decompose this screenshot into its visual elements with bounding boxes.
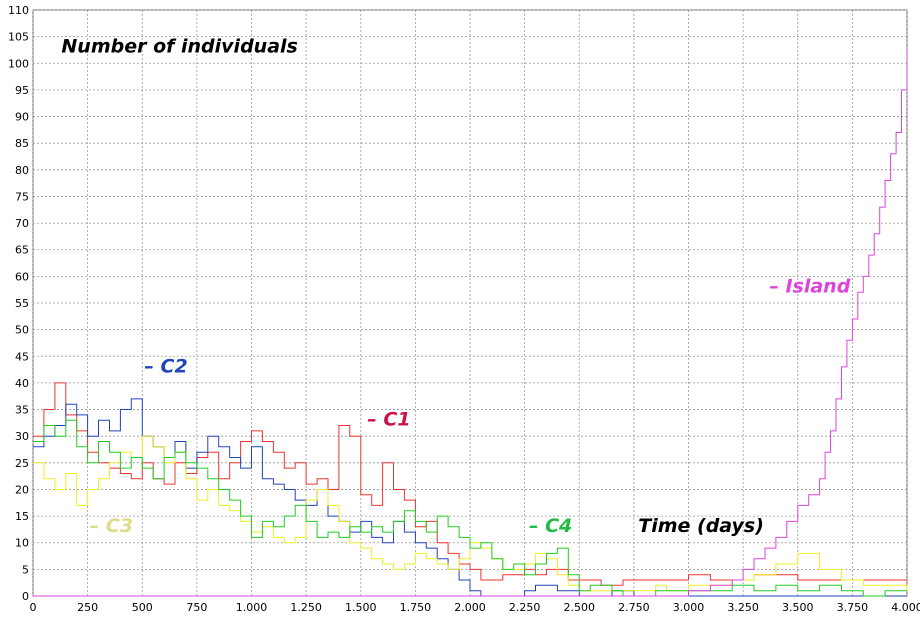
y-tick-label: 65 — [15, 244, 29, 257]
y-tick-label: 40 — [15, 377, 29, 390]
y-tick-label: 70 — [15, 217, 29, 230]
annotation-label: Number of individuals — [61, 36, 297, 58]
grid — [32, 9, 908, 597]
y-tick-label: 75 — [15, 190, 29, 203]
x-tick-label: 1.750 — [400, 601, 432, 614]
series-line — [33, 435, 908, 592]
x-tick-label: 3.000 — [673, 601, 705, 614]
y-tick-label: 20 — [15, 483, 29, 496]
y-tick-label: 80 — [15, 164, 29, 177]
series-line — [33, 47, 908, 597]
x-tick-label: 3.750 — [837, 601, 869, 614]
y-tick-label: 85 — [15, 137, 29, 150]
y-tick-label: 10 — [15, 537, 29, 550]
y-tick-label: 100 — [8, 57, 29, 70]
annotation-label: – C2 — [144, 355, 187, 377]
x-tick-label: 0 — [30, 601, 37, 614]
axes: 0 250 500 750 1.000 1.250 1.500 1.750 2.000 2.250… — [8, 4, 920, 614]
y-tick-label: 105 — [8, 31, 29, 44]
y-tick-label: 110 — [8, 4, 29, 17]
x-tick-label: 3.250 — [727, 601, 759, 614]
series-lines — [33, 47, 908, 597]
annotations: Number of individuals – C2 – C1 – C3 – C4 Tim… — [61, 36, 850, 537]
x-tick-label: 1.000 — [236, 601, 268, 614]
x-tick-label: 500 — [132, 601, 153, 614]
y-tick-label: 95 — [15, 84, 29, 97]
x-tick-label: 2.500 — [564, 601, 596, 614]
annotation-label: – C4 — [529, 515, 572, 537]
x-tick-label: 2.250 — [509, 601, 541, 614]
x-tick-label: 3.500 — [782, 601, 814, 614]
annotation-label: – C1 — [367, 409, 410, 431]
y-tick-label: 30 — [15, 430, 29, 443]
x-tick-label: 1.250 — [290, 601, 322, 614]
y-tick-label: 50 — [15, 324, 29, 337]
annotation-label: Time (days) — [638, 515, 764, 537]
y-tick-label: 45 — [15, 350, 29, 363]
x-tick-label: 1.500 — [345, 601, 377, 614]
x-tick-label: 4.000 — [891, 601, 920, 614]
y-tick-label: 25 — [15, 457, 29, 470]
y-tick-label: 55 — [15, 297, 29, 310]
x-tick-label: 2.750 — [618, 601, 650, 614]
y-tick-label: 35 — [15, 404, 29, 417]
annotation-label: – Island — [769, 275, 850, 297]
y-tick-label: 90 — [15, 111, 29, 124]
y-tick-label: 0 — [22, 590, 29, 603]
x-tick-label: 2.000 — [454, 601, 486, 614]
annotation-label: – C3 — [90, 515, 133, 537]
y-tick-label: 15 — [15, 510, 29, 523]
x-tick-label: 750 — [186, 601, 207, 614]
series-line — [33, 382, 908, 586]
x-tick-label: 250 — [77, 601, 98, 614]
y-tick-label: 60 — [15, 270, 29, 283]
y-tick-label: 5 — [22, 563, 29, 576]
